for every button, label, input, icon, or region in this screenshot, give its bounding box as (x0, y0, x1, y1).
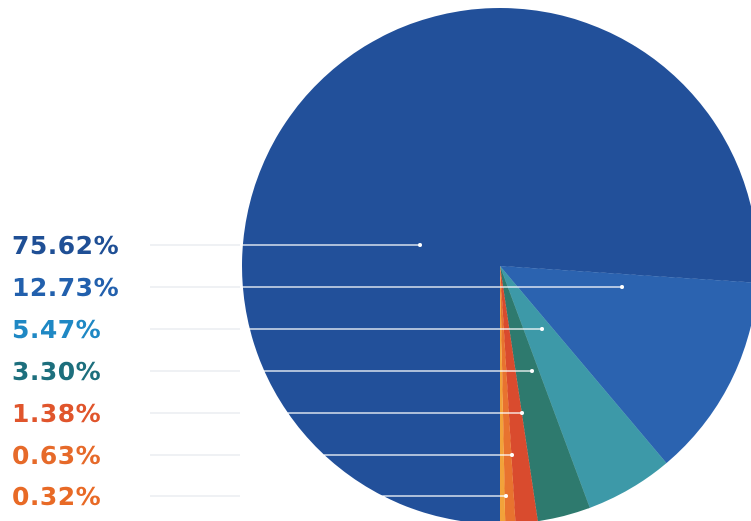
pie-slice-1 (242, 8, 751, 521)
slice-label-2: 12.73% (12, 273, 119, 302)
leader-dot-3 (540, 327, 544, 331)
pie-slice-5 (500, 266, 538, 521)
pie-slice-3 (500, 266, 667, 508)
pie-slices (242, 8, 751, 521)
pie-slice-7 (500, 266, 506, 521)
slice-label-4: 3.30% (12, 357, 101, 386)
pie-slice-4 (500, 266, 590, 521)
leader-dot-5 (520, 411, 524, 415)
slice-label-7: 0.32% (12, 482, 101, 511)
leader-dot-4 (530, 369, 534, 373)
slice-label-1: 75.62% (12, 231, 119, 260)
leader-dot-7 (504, 494, 508, 498)
pie-slice-2 (500, 266, 751, 464)
leader-dot-2 (620, 285, 624, 289)
slice-label-6: 0.63% (12, 441, 101, 470)
slice-label-3: 5.47% (12, 315, 101, 344)
leader-lines (150, 243, 624, 498)
pie-slice-6 (500, 266, 516, 521)
slice-label-5: 1.38% (12, 399, 101, 428)
leader-dot-6 (510, 453, 514, 457)
slice-labels: 75.62% 12.73% 5.47% 3.30% 1.38% 0.63% 0.32% (12, 231, 119, 511)
leader-dot-1 (418, 243, 422, 247)
